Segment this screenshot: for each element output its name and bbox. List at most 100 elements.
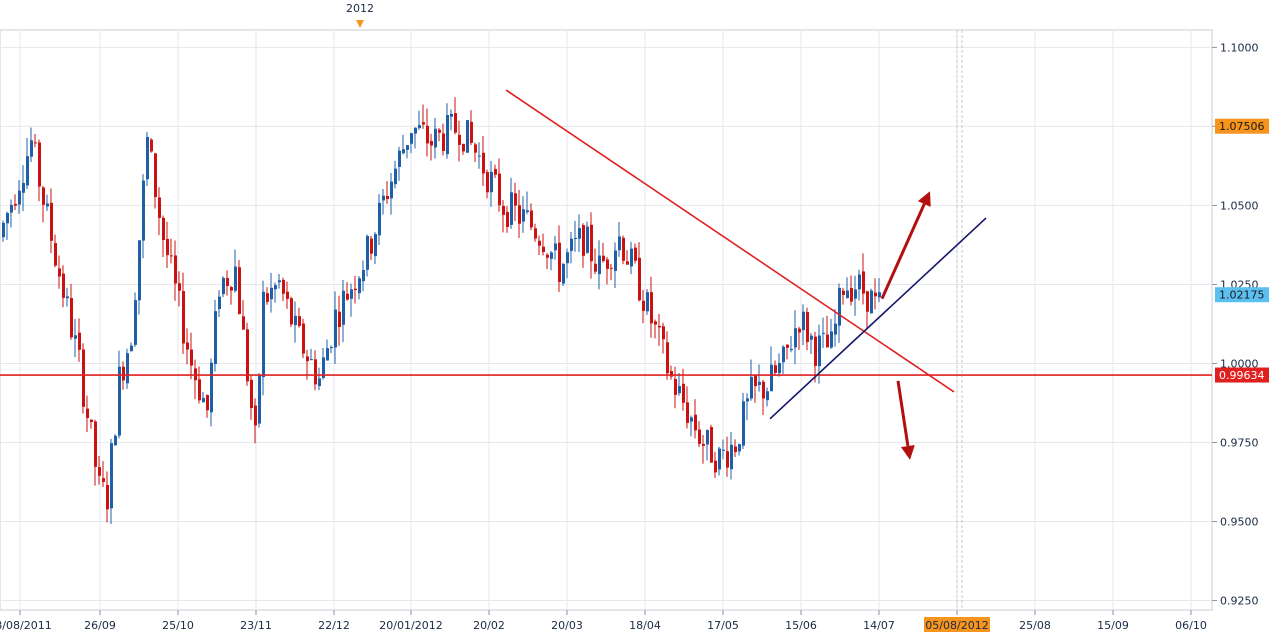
candle-body (374, 234, 377, 257)
candle-body (842, 290, 845, 295)
y-tick-label: 1.0500 (1220, 199, 1259, 212)
candle-body (254, 405, 257, 426)
candle-body (314, 359, 317, 385)
candle-body (162, 217, 165, 241)
candle-body (266, 293, 269, 302)
candle-body (222, 277, 225, 295)
candle-body (406, 145, 409, 150)
candle-body (734, 446, 737, 453)
candle-body (806, 311, 809, 343)
candle-body (746, 398, 749, 402)
price-tag-label: 1.07506 (1219, 120, 1265, 133)
candle-body (762, 381, 765, 399)
price-tag-label: 1.02175 (1219, 289, 1265, 302)
price-tag-box (1215, 287, 1269, 303)
candle-body (354, 288, 357, 291)
candle-body (610, 267, 613, 269)
candle-body (310, 359, 313, 361)
candle-body (262, 291, 265, 378)
candle-body (378, 202, 381, 236)
candle-body (550, 252, 553, 259)
candle-body (386, 195, 389, 200)
plot-area (0, 29, 1213, 611)
trendline-support (769, 217, 987, 420)
y-tick-label: 1.0000 (1220, 357, 1259, 370)
candle-body (470, 121, 473, 143)
price-tag-box (1215, 367, 1269, 383)
candle-body (70, 297, 73, 338)
candle-body (622, 237, 625, 261)
candle-body (442, 133, 445, 151)
plot-background (0, 29, 1213, 611)
x-tick-label: 14/07 (863, 619, 895, 632)
candle-body (290, 298, 293, 325)
candle-body (446, 115, 449, 155)
x-tick-label: 26/09 (84, 619, 116, 632)
candle-body (14, 203, 17, 206)
candle-body (726, 451, 729, 468)
candle-body (766, 391, 769, 401)
candle-body (358, 278, 361, 294)
candle-body (54, 243, 57, 266)
candle-body (274, 285, 277, 290)
candle-body (110, 443, 113, 509)
candle-body (538, 240, 541, 246)
candle-body (350, 289, 353, 299)
candle-body (66, 296, 69, 299)
candle-body (666, 342, 669, 374)
candle-body (522, 209, 525, 222)
candle-body (874, 292, 877, 297)
candle-body (330, 347, 333, 349)
candle-body (334, 309, 337, 348)
candle-body (410, 133, 413, 144)
candle-body (682, 383, 685, 403)
candle-body (174, 255, 177, 284)
candle-body (2, 222, 5, 238)
candle-body (58, 268, 61, 277)
candle-body (366, 236, 369, 270)
candle-body (490, 171, 493, 193)
x-tick-label: 20/02 (473, 619, 505, 632)
candle-body (598, 255, 601, 275)
candle-body (190, 349, 193, 366)
trendline-resistance (505, 89, 955, 393)
candle-body (50, 202, 53, 241)
candle-body (822, 332, 825, 334)
candle-body (570, 238, 573, 251)
candle-body (302, 323, 305, 354)
price-tag-label: 0.99634 (1219, 369, 1265, 382)
x-tick-label: 20/03 (551, 619, 583, 632)
candle-body (830, 331, 833, 348)
candle-body (862, 271, 865, 294)
candle-body (750, 376, 753, 399)
candle-body (418, 125, 421, 129)
candle-body (790, 348, 793, 351)
candle-body (370, 238, 373, 254)
y-tick-label: 0.9500 (1220, 515, 1259, 528)
candle-body (74, 335, 77, 339)
candle-body (146, 136, 149, 180)
overlays (0, 89, 1212, 460)
candle-body (642, 300, 645, 311)
x-tick-label: 20/01/2012 (379, 619, 442, 632)
y-tick-label: 0.9750 (1220, 436, 1259, 449)
candle-body (578, 228, 581, 239)
candle-body (82, 349, 85, 407)
candle-body (342, 290, 345, 325)
candle-body (770, 364, 773, 392)
x-tick-label: 23/11 (240, 619, 272, 632)
candle-body (866, 291, 869, 312)
candle-body (638, 257, 641, 301)
candle-body (134, 300, 137, 345)
candle-body (414, 127, 417, 134)
candle-body (462, 143, 465, 152)
candle-body (218, 296, 221, 310)
candle-body (658, 325, 661, 328)
candle-body (270, 287, 273, 300)
candle-body (722, 449, 725, 451)
candle-body (170, 255, 173, 257)
candle-body (786, 344, 789, 348)
arrow-up-shaft (880, 203, 926, 300)
candle-body (714, 460, 717, 473)
year-marker: 2012 (346, 2, 374, 28)
